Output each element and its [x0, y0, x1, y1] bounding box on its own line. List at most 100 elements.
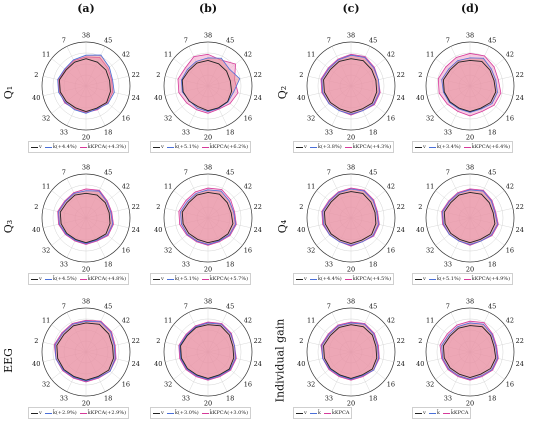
radar-axis-label: 22 [516, 203, 524, 211]
legend-item: v [153, 276, 164, 282]
legend-item: k̂KPCA(+4.9%) [463, 276, 511, 282]
legend-item: k̂(+4.5%) [44, 276, 77, 282]
radar-axis-label: 40 [416, 226, 424, 234]
legend-item: v [415, 144, 426, 150]
legend-text: v [161, 144, 164, 150]
legend-item: k̂(+2.9%) [44, 410, 77, 416]
radar-axis-label: 24 [397, 360, 405, 368]
legend-item: k̂ [428, 410, 440, 416]
legend-swatch [31, 278, 38, 280]
radar-axis-label: 16 [506, 246, 514, 254]
radar-axis-label: 18 [104, 394, 112, 402]
radar-axis-label: 38 [204, 164, 212, 172]
legend-text: k̂(+3.8%) [317, 144, 342, 150]
radar-axis-label: 18 [226, 260, 234, 268]
radar-axis-label: 7 [446, 169, 450, 177]
radar-axis-label: 42 [387, 317, 395, 325]
legend-item: v [415, 410, 426, 416]
radar-panel-d3: 38 45 42 22 24 16 18 20 33 32 40 2 11 7 [416, 298, 524, 408]
radar-panel-c1: 38 45 42 22 24 16 18 20 33 32 40 2 11 7 [297, 32, 405, 142]
radar-axis-label: 42 [122, 183, 130, 191]
legend-item: k̂KPCA(+6.4%) [463, 144, 510, 150]
legend-text: k̂KPCA [331, 410, 350, 416]
legend-item: k̂KPCA(+4.8%) [79, 276, 126, 282]
radar-axis-label: 33 [325, 128, 333, 136]
radar-axis-label: 18 [369, 394, 377, 402]
radar-panel-c2: 38 45 42 22 24 16 18 20 33 32 40 2 11 7 [297, 164, 405, 274]
radar-axis-label: 22 [397, 71, 405, 79]
radar-axis-label: 20 [466, 266, 474, 274]
radar-axis-label: 33 [182, 394, 190, 402]
legend-item: k̂KPCA [442, 410, 468, 416]
radar-axis-label: 2 [156, 71, 160, 79]
radar-axis-label: 2 [418, 337, 422, 345]
series-v-d1 [442, 60, 497, 112]
radar-axis-label: 16 [244, 114, 252, 122]
radar-panel-b2: 38 45 42 22 24 16 18 20 33 32 40 2 11 7 [154, 164, 262, 274]
legend-swatch [309, 278, 317, 280]
radar-axis-label: 24 [132, 360, 140, 368]
legend-text: k̂KPCA(+4.9%) [471, 276, 511, 282]
radar-axis-label: 40 [297, 360, 305, 368]
series-k-d3 [441, 322, 498, 380]
radar-axis-label: 38 [204, 298, 212, 306]
radar-axis-label: 20 [82, 134, 90, 142]
series-k-a1 [57, 54, 115, 114]
legend-item: k̂(+4.4%) [309, 276, 342, 282]
radar-axis-label: 32 [426, 114, 434, 122]
legend-item: v [31, 144, 42, 150]
legend-text: k̂ [317, 410, 321, 416]
radar-axis-label: 38 [347, 298, 355, 306]
radar-axis-label: 11 [42, 51, 50, 59]
radar-axis-label: 7 [327, 303, 331, 311]
legend-text: v [39, 144, 42, 150]
radar-axis-label: 42 [244, 183, 252, 191]
radar-axis-label: 38 [347, 32, 355, 40]
series-v-c2 [323, 191, 377, 244]
radar-axis-label: 33 [60, 128, 68, 136]
legend-text: v [161, 410, 164, 416]
radar-axis-label: 42 [506, 317, 514, 325]
radar-axis-label: 7 [327, 169, 331, 177]
legend-text: k̂KPCA(+2.9%) [87, 410, 127, 416]
legend-text: v [39, 410, 42, 416]
column-label-a: (a) [77, 2, 95, 15]
legend-item: v [296, 276, 307, 282]
series-v-d2 [443, 192, 496, 244]
radar-axis-label: 38 [82, 298, 90, 306]
legend-swatch [428, 146, 436, 148]
radar-axis-label: 40 [154, 226, 162, 234]
radar-panel-d2: 38 45 42 22 24 16 18 20 33 32 40 2 11 7 [416, 164, 524, 274]
legend-swatch [415, 412, 422, 414]
radar-panel-a1: 38 45 42 22 24 16 18 20 33 32 40 2 11 7 [32, 32, 140, 142]
radar-axis-label: 20 [204, 266, 212, 274]
radar-axis-label: 42 [122, 317, 130, 325]
series-v-c1 [323, 58, 378, 113]
radar-axis-label: 22 [254, 203, 262, 211]
radar-axis-label: 11 [164, 183, 172, 191]
legend-text: v [304, 276, 307, 282]
legend-swatch [166, 412, 174, 414]
legend-swatch [344, 146, 352, 148]
legend-item: k̂(+5.1%) [428, 276, 461, 282]
radar-axis-label: 7 [62, 303, 66, 311]
radar-axis-label: 7 [446, 37, 450, 45]
radar-axis-label: 38 [466, 32, 474, 40]
legend-swatch [415, 146, 422, 148]
radar-axis-label: 7 [184, 169, 188, 177]
radar-axis-label: 2 [156, 203, 160, 211]
radar-axis-label: 16 [122, 114, 130, 122]
radar-axis-label: 11 [426, 183, 434, 191]
radar-axis-label: 2 [299, 71, 303, 79]
radar-axis-label: 22 [397, 337, 405, 345]
radar-axis-label: 11 [42, 183, 50, 191]
radar-axis-label: 24 [132, 226, 140, 234]
radar-axis-label: 16 [244, 380, 252, 388]
radar-axis-label: 24 [254, 94, 262, 102]
legend-text: k̂KPCA(+4.3%) [87, 144, 127, 150]
legend-a2: v k̂(+4.5%) k̂KPCA(+4.8%) [28, 273, 130, 285]
radar-axis-label: 45 [226, 169, 234, 177]
radar-axis-label: 24 [397, 226, 405, 234]
legend-item: k̂(+5.1%) [166, 144, 199, 150]
